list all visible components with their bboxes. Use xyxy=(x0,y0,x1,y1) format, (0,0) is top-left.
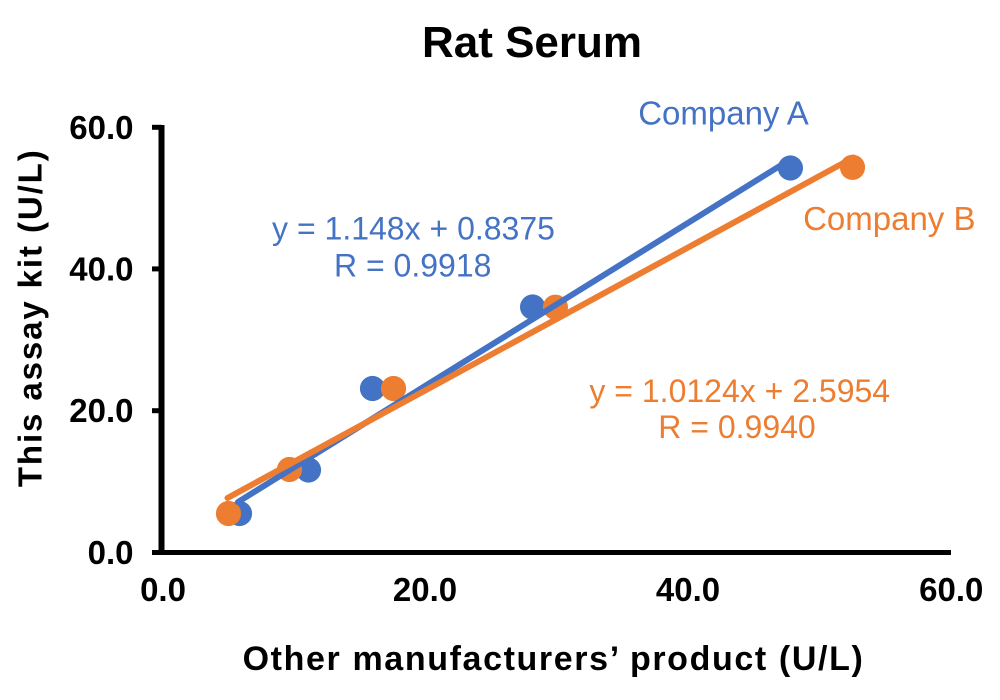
svg-text:Company B: Company B xyxy=(803,200,975,237)
svg-text:Company A: Company A xyxy=(638,95,809,132)
svg-text:R = 0.9940: R = 0.9940 xyxy=(658,409,815,445)
svg-text:y = 1.148x + 0.8375: y = 1.148x + 0.8375 xyxy=(272,211,555,247)
svg-text:y = 1.0124x + 2.5954: y = 1.0124x + 2.5954 xyxy=(589,373,890,409)
svg-text:20.0: 20.0 xyxy=(69,392,133,429)
svg-text:This assay kit (U/L): This assay kit (U/L) xyxy=(11,148,48,487)
svg-text:60.0: 60.0 xyxy=(919,571,983,608)
svg-text:40.0: 40.0 xyxy=(656,571,720,608)
svg-text:20.0: 20.0 xyxy=(393,571,457,608)
svg-text:Other manufacturers’ product (: Other manufacturers’ product (U/L) xyxy=(243,640,865,678)
svg-text:0.0: 0.0 xyxy=(88,534,134,571)
svg-text:60.0: 60.0 xyxy=(69,109,133,146)
svg-text:40.0: 40.0 xyxy=(69,250,133,287)
svg-text:R = 0.9918: R = 0.9918 xyxy=(334,248,491,284)
svg-text:Rat Serum: Rat Serum xyxy=(422,18,642,67)
svg-text:0.0: 0.0 xyxy=(140,571,186,608)
